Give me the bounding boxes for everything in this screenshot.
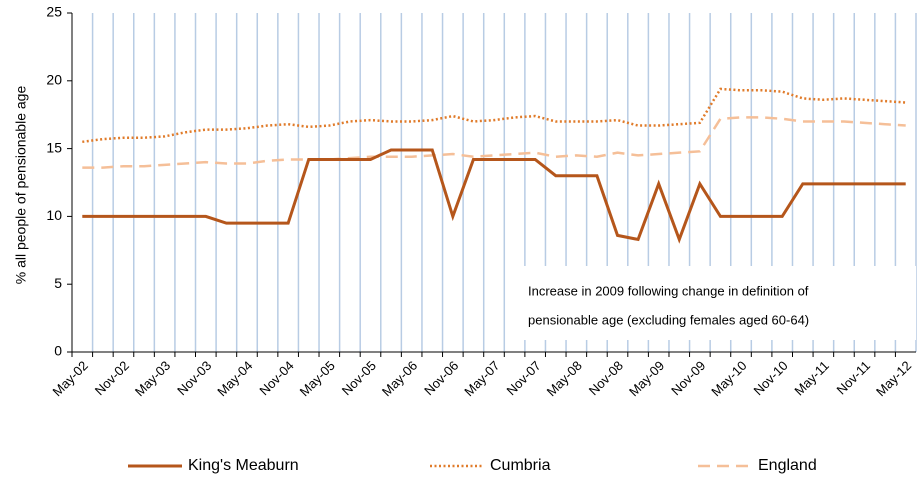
x-tick-label: Nov-10 — [750, 358, 790, 398]
x-tick-label: Nov-09 — [668, 358, 708, 398]
x-tick-label: Nov-08 — [586, 358, 626, 398]
annotation: Increase in 2009 following change in def… — [528, 283, 809, 298]
x-tick-label: May-06 — [379, 358, 420, 399]
x-tick-label: Nov-07 — [503, 358, 543, 398]
x-tick-label: May-05 — [297, 358, 338, 399]
x-tick-label: Nov-02 — [92, 358, 132, 398]
annotation-box — [512, 266, 916, 340]
x-tick-label: May-10 — [708, 358, 749, 399]
y-tick-label: 5 — [54, 275, 62, 291]
legend-label: Cumbria — [490, 457, 551, 474]
x-tick-label: Nov-05 — [339, 358, 379, 398]
y-tick-label: 25 — [46, 4, 62, 20]
y-tick-label: 0 — [54, 343, 62, 359]
legend-label: England — [758, 457, 817, 474]
series-line — [82, 87, 906, 144]
x-tick-label: May-07 — [461, 358, 502, 399]
x-tick-label: Nov-11 — [834, 358, 874, 398]
y-tick-label: 15 — [46, 139, 62, 155]
series-line — [82, 148, 906, 244]
y-tick-label: 10 — [46, 207, 62, 223]
x-tick-label: Nov-03 — [174, 358, 214, 398]
annotation: pensionable age (excluding females aged … — [528, 312, 809, 327]
x-tick-label: May-02 — [50, 358, 91, 399]
series-line — [82, 116, 906, 169]
x-tick-label: May-03 — [132, 358, 173, 399]
x-tick-label: May-11 — [791, 358, 832, 399]
x-tick-label: May-04 — [214, 358, 255, 399]
y-axis-title: % all people of pensionable age — [13, 86, 29, 285]
x-tick-label: May-08 — [544, 358, 585, 399]
x-tick-label: Nov-06 — [421, 358, 461, 398]
x-tick-label: May-12 — [873, 358, 914, 399]
legend-label: King's Meaburn — [188, 457, 299, 474]
x-tick-label: Nov-04 — [256, 358, 296, 398]
y-tick-label: 20 — [46, 72, 62, 88]
x-tick-label: May-09 — [626, 358, 667, 399]
